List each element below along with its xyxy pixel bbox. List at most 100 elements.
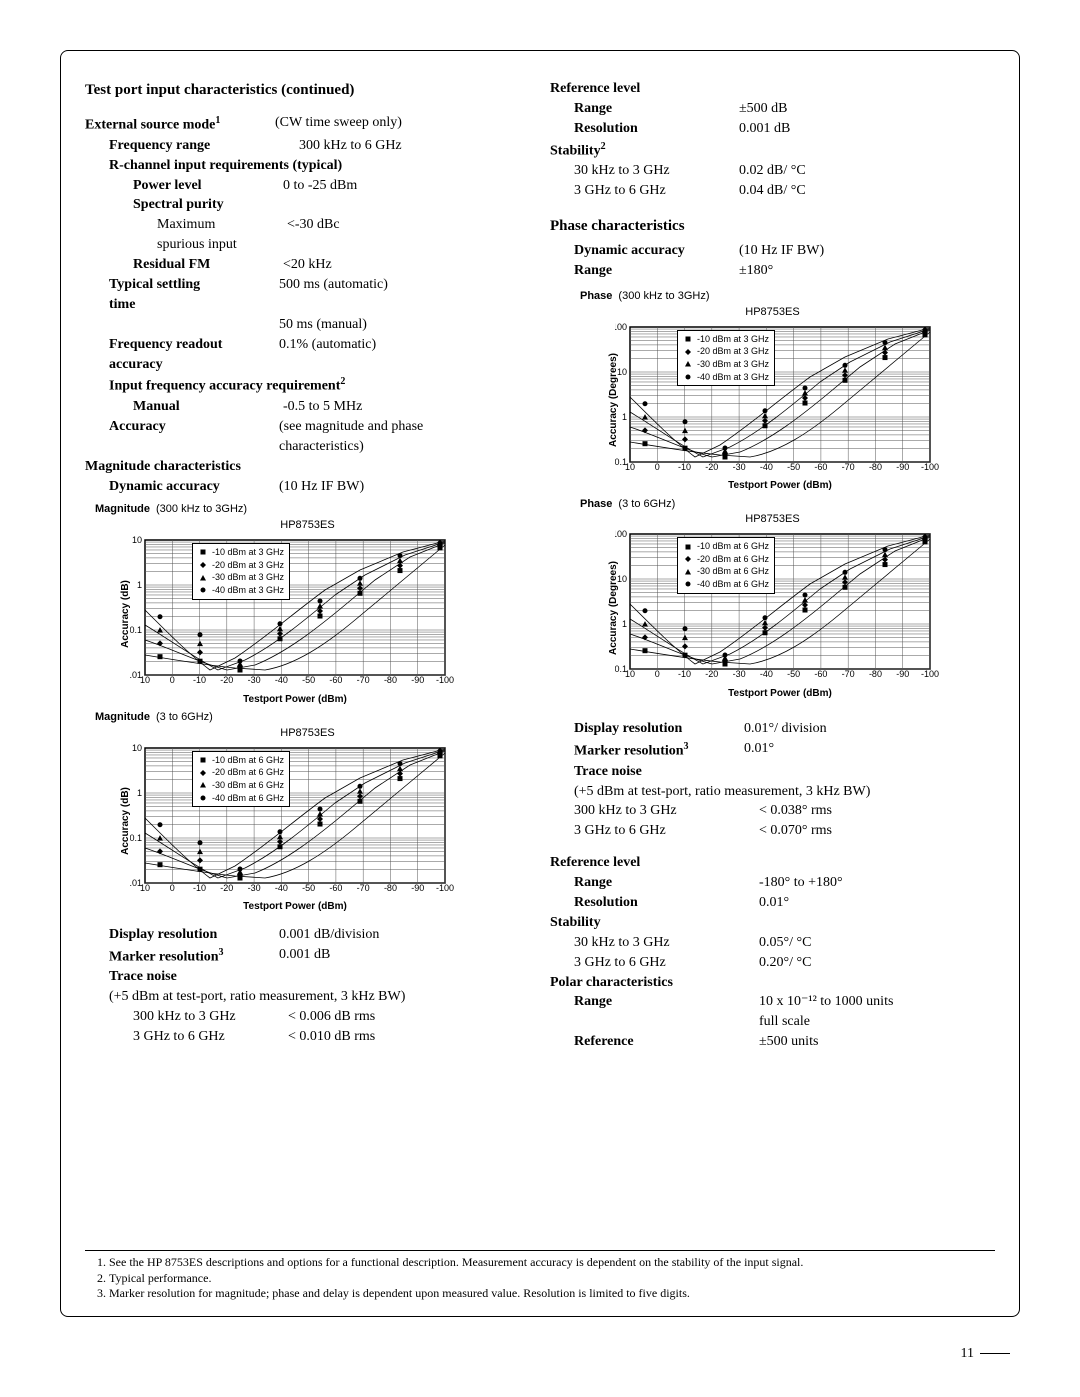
svg-text:-80: -80 [384, 675, 397, 685]
chart-title: Magnitude (3 to 6GHz) [95, 710, 530, 725]
spec-label: 3 GHz to 6 GHz [574, 822, 749, 841]
spec-label: Reference [574, 1033, 749, 1052]
spec-label: 3 GHz to 6 GHz [574, 182, 729, 201]
magnitude-chart-300khz: Magnitude (300 kHz to 3GHz) HP8753ES 100… [85, 502, 530, 692]
spec-row: Reference level [550, 80, 995, 99]
spec-label: Reference level [550, 80, 730, 99]
spec-row: Range -180° to +180° [574, 874, 995, 893]
svg-text:-50: -50 [787, 462, 800, 472]
spec-label: Range [574, 100, 729, 119]
svg-text:-60: -60 [329, 675, 342, 685]
svg-text:-90: -90 [411, 883, 424, 893]
chart-legend: -10 dBm at 6 GHz-20 dBm at 6 GHz-30 dBm … [677, 537, 775, 593]
spec-value: < 0.006 dB rms [288, 1008, 530, 1027]
spec-row: Magnitude characteristics [85, 458, 530, 477]
svg-text:1: 1 [622, 619, 627, 629]
chart-hp-label: HP8753ES [550, 512, 995, 527]
svg-text:-100: -100 [436, 675, 454, 685]
spec-label: Marker resolution3 [109, 946, 269, 968]
spec-row: Reference level [550, 854, 995, 873]
spec-label: Range [574, 874, 749, 893]
spec-value: 0.01° [744, 740, 995, 762]
svg-text:-70: -70 [357, 883, 370, 893]
spec-value: 0 to -25 dBm [283, 177, 530, 196]
svg-text:0.01: 0.01 [130, 670, 142, 680]
section-title: Test port input characteristics (continu… [85, 80, 530, 100]
page-number: 11 [961, 1346, 1010, 1362]
spec-value: 0.1% (automatic) [279, 336, 530, 355]
svg-text:0.1: 0.1 [615, 664, 627, 674]
spec-value: 0.04 dB/ °C [739, 182, 995, 201]
spec-row: 300 kHz to 3 GHz < 0.038° rms [574, 802, 995, 821]
svg-text:1: 1 [137, 580, 142, 590]
spec-row: 50 ms (manual) [109, 316, 530, 335]
svg-text:0: 0 [170, 883, 175, 893]
spec-row: (+5 dBm at test-port, ratio measurement,… [574, 783, 995, 802]
spec-value: 0.01° [759, 894, 995, 913]
svg-text:-10: -10 [193, 675, 206, 685]
x-axis-label: Testport Power (dBm) [728, 479, 832, 493]
data-curves [145, 540, 445, 673]
chart-hp-label: HP8753ES [550, 305, 995, 320]
spec-label: Range [574, 993, 749, 1012]
spec-row: Range 10 x 10⁻¹² to 1000 units [574, 993, 995, 1012]
spec-value: (see magnitude and phase [279, 418, 530, 437]
spec-row: R-channel input requirements (typical) [109, 157, 530, 176]
spec-label: 3 GHz to 6 GHz [574, 954, 749, 973]
chart-plot: 100-10-20-30-40-50-60-70-80-90-100 0.010… [130, 743, 460, 900]
x-ticks: 100-10-20-30-40-50-60-70-80-90-100 [625, 462, 939, 472]
spec-row: Stability [550, 914, 995, 933]
spec-row: Resolution 0.01° [574, 894, 995, 913]
svg-text:-20: -20 [705, 462, 718, 472]
spec-label: Manual [133, 398, 273, 417]
y-axis-label: Accuracy (Degrees) [607, 561, 621, 655]
spec-value: < 0.010 dB rms [288, 1028, 530, 1047]
svg-text:-20: -20 [705, 669, 718, 679]
spec-label: Stability [550, 914, 730, 933]
chart-title: Phase (300 kHz to 3GHz) [580, 289, 995, 304]
chart-legend: -10 dBm at 6 GHz-20 dBm at 6 GHz-30 dBm … [192, 751, 290, 807]
chart-hp-label: HP8753ES [85, 726, 530, 741]
phase-chart-300khz: Phase (300 kHz to 3GHz) HP8753ES 100-10-… [550, 289, 995, 479]
svg-text:-70: -70 [357, 675, 370, 685]
svg-text:-20: -20 [220, 675, 233, 685]
svg-text:0.01: 0.01 [130, 878, 142, 888]
y-axis-label: Accuracy (Degrees) [607, 353, 621, 447]
svg-text:1: 1 [137, 788, 142, 798]
spec-label: Residual FM [133, 256, 273, 275]
spec-label: Trace noise [574, 763, 754, 782]
chart-hp-label: HP8753ES [85, 518, 530, 533]
spec-row: characteristics) [109, 438, 530, 457]
spec-value: 0.20°/ °C [759, 954, 995, 973]
spec-row: Residual FM <20 kHz [133, 256, 530, 275]
spec-row: 30 kHz to 3 GHz 0.02 dB/ °C [574, 162, 995, 181]
y-axis-label: Accuracy (dB) [119, 580, 133, 648]
svg-text:100: 100 [615, 322, 627, 332]
spec-row: Resolution 0.001 dB [574, 120, 995, 139]
spec-value: 0.001 dB [279, 946, 530, 968]
data-curves [630, 327, 930, 460]
svg-text:-50: -50 [787, 669, 800, 679]
spec-label: Maximum [157, 216, 277, 235]
spec-row: Display resolution 0.001 dB/division [109, 926, 530, 945]
svg-text:-60: -60 [329, 883, 342, 893]
spec-row: Reference ±500 units [574, 1033, 995, 1052]
spec-row: Range ±500 dB [574, 100, 995, 119]
spec-label: Range [574, 262, 729, 281]
spec-row: External source mode1 (CW time sweep onl… [85, 114, 530, 136]
spec-label: Magnitude characteristics [85, 458, 265, 477]
svg-text:10: 10 [132, 743, 142, 753]
spec-value: <-30 dBc [287, 216, 530, 235]
svg-text:-60: -60 [814, 462, 827, 472]
data-curves [145, 748, 445, 881]
spec-label: accuracy [109, 356, 289, 375]
svg-text:-80: -80 [869, 669, 882, 679]
spec-row: Stability2 [550, 140, 995, 162]
spec-value: (10 Hz IF BW) [279, 478, 530, 497]
left-column: Test port input characteristics (continu… [85, 80, 530, 1315]
svg-text:-80: -80 [869, 462, 882, 472]
spec-value: characteristics) [279, 438, 530, 457]
x-ticks: 100-10-20-30-40-50-60-70-80-90-100 [140, 675, 454, 685]
spec-row: Accuracy (see magnitude and phase [109, 418, 530, 437]
svg-text:-60: -60 [814, 669, 827, 679]
